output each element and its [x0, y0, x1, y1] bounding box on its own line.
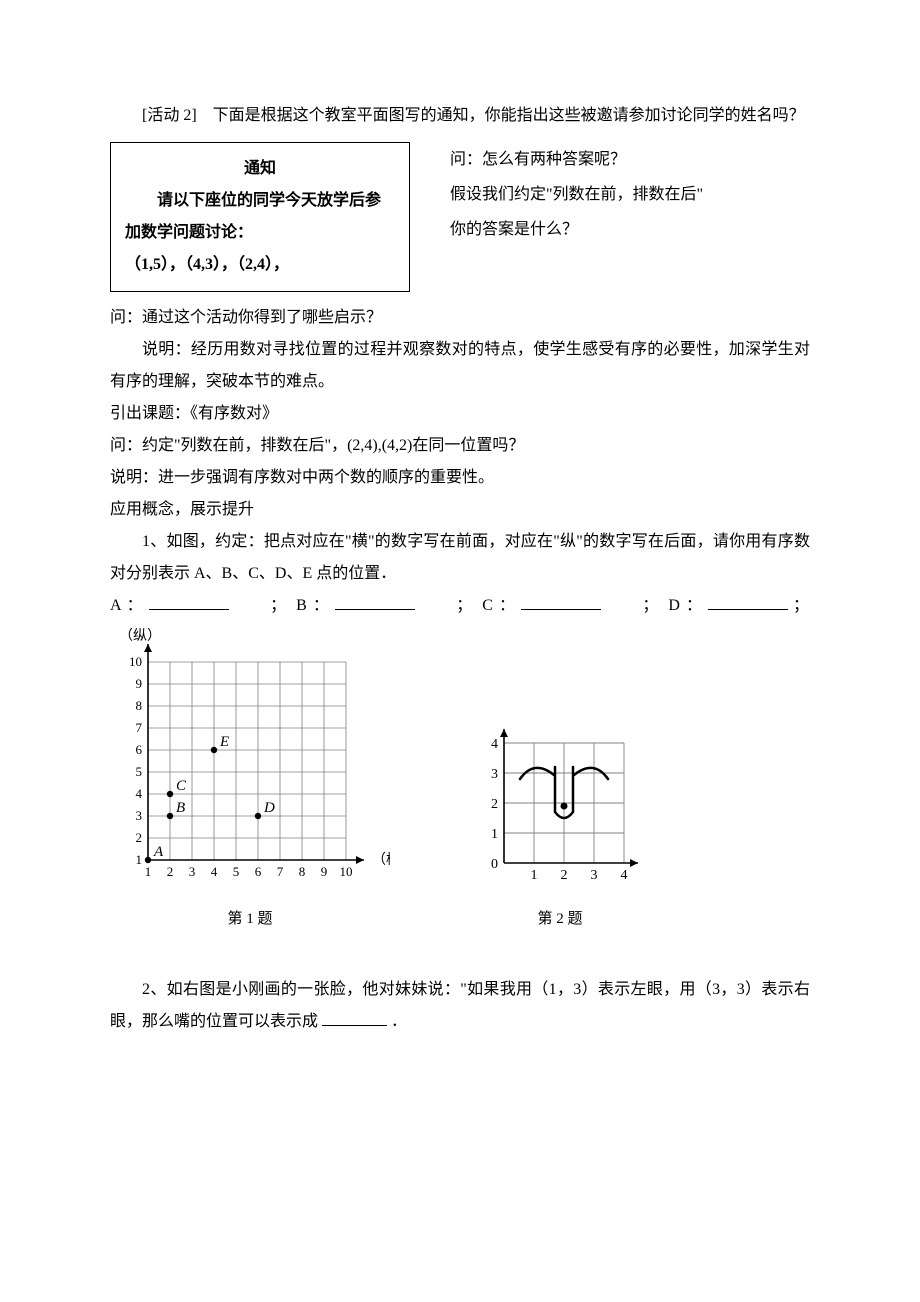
svg-text:1: 1 [145, 864, 152, 879]
svg-text:2: 2 [167, 864, 174, 879]
svg-text:2: 2 [136, 830, 143, 845]
svg-text:8: 8 [136, 698, 143, 713]
blank-mouth[interactable] [322, 1007, 387, 1026]
svg-text:1: 1 [136, 852, 143, 867]
figure1-caption: 第 1 题 [110, 904, 390, 934]
svg-text:2: 2 [561, 868, 568, 883]
notice-box: 通知 请以下座位的同学今天放学后参加数学问题讨论： （1,5），（4,3），（2… [110, 142, 410, 292]
exercise2-end: ． [391, 1013, 407, 1030]
svg-text:C: C [176, 778, 187, 794]
svg-text:10: 10 [129, 654, 142, 669]
notice-coords: （1,5），（4,3），（2,4）， [125, 249, 395, 281]
after-q2: 问：约定"列数在前，排数在后"，(2,4),(4,2)在同一位置吗？ [110, 430, 810, 462]
svg-text:7: 7 [136, 720, 143, 735]
notice-title: 通知 [125, 153, 395, 185]
blank-d[interactable] [708, 591, 788, 610]
blank-b[interactable] [335, 591, 415, 610]
label-c: ； C ： [456, 597, 516, 614]
svg-text:5: 5 [233, 864, 240, 879]
exercise2-body: 2、如右图是小刚画的一张脸，他对妹妹说："如果我用（1，3）表示左眼，用（3，3… [110, 981, 810, 1030]
svg-text:7: 7 [277, 864, 284, 879]
figure1-block: 1098765432112345678910（纵）（横）ABCDE 第 1 题 [110, 628, 390, 934]
exercise1-text: 1、如图，约定：把点对应在"横"的数字写在前面，对应在"纵"的数字写在后面，请你… [110, 526, 810, 590]
after-q: 问：通过这个活动你得到了哪些启示？ [110, 302, 810, 334]
figure2-caption: 第 2 题 [470, 904, 650, 934]
activity2-intro: [活动 2] 下面是根据这个教室平面图写的通知，你能指出这些被邀请参加讨论同学的… [110, 100, 810, 132]
svg-text:A: A [153, 844, 164, 860]
figure2-svg: 4 3 2 1 0 1 2 3 4 [470, 723, 650, 888]
lead-topic: 引出课题：《有序数对》 [110, 398, 810, 430]
svg-text:10: 10 [340, 864, 353, 879]
svg-text:E: E [219, 734, 229, 750]
svg-text:3: 3 [189, 864, 196, 879]
after-explain2: 说明：进一步强调有序数对中两个数的顺序的重要性。 [110, 462, 810, 494]
svg-text:D: D [263, 800, 275, 816]
figure1-svg: 1098765432112345678910（纵）（横）ABCDE [110, 628, 390, 888]
figures-row: 1098765432112345678910（纵）（横）ABCDE 第 1 题 … [110, 628, 810, 934]
blank-c[interactable] [521, 591, 601, 610]
svg-text:1: 1 [491, 827, 498, 842]
svg-text:9: 9 [321, 864, 328, 879]
after-explain: 说明：经历用数对寻找位置的过程并观察数对的特点，使学生感受有序的必要性，加深学生… [110, 334, 810, 398]
answer-row: A ： ； B ： ； C ： ； D ： ； [110, 590, 810, 622]
svg-text:3: 3 [136, 808, 143, 823]
exercise2-text: 2、如右图是小刚画的一张脸，他对妹妹说："如果我用（1，3）表示左眼，用（3，3… [110, 974, 810, 1038]
svg-text:6: 6 [255, 864, 262, 879]
blank-a[interactable] [149, 591, 229, 610]
svg-text:B: B [176, 800, 185, 816]
svg-text:5: 5 [136, 764, 143, 779]
svg-text:4: 4 [621, 868, 628, 883]
side-q1: 问：怎么有两种答案呢？ [450, 142, 810, 177]
label-d: ； D ： [642, 597, 703, 614]
notice-body: 请以下座位的同学今天放学后参加数学问题讨论： [125, 185, 395, 249]
svg-text:（横）: （横） [372, 852, 390, 868]
svg-text:2: 2 [491, 797, 498, 812]
svg-text:3: 3 [491, 767, 498, 782]
label-b: ； B ： [270, 597, 330, 614]
svg-text:4: 4 [491, 737, 498, 752]
concept-head: 应用概念，展示提升 [110, 494, 810, 526]
svg-text:4: 4 [211, 864, 218, 879]
label-end: ； [793, 597, 810, 614]
figure2-block: 4 3 2 1 0 1 2 3 4 第 2 题 [470, 723, 650, 934]
svg-text:8: 8 [299, 864, 306, 879]
side-questions: 问：怎么有两种答案呢？ 假设我们约定"列数在前，排数在后" 你的答案是什么？ [450, 142, 810, 248]
side-q3: 你的答案是什么？ [450, 212, 810, 247]
svg-text:（纵）: （纵） [119, 628, 161, 644]
svg-text:3: 3 [591, 868, 598, 883]
notice-row: 通知 请以下座位的同学今天放学后参加数学问题讨论： （1,5），（4,3），（2… [110, 142, 810, 292]
svg-text:0: 0 [491, 857, 498, 872]
side-q2: 假设我们约定"列数在前，排数在后" [450, 177, 810, 212]
svg-text:6: 6 [136, 742, 143, 757]
svg-text:4: 4 [136, 786, 143, 801]
svg-text:1: 1 [531, 868, 538, 883]
svg-text:9: 9 [136, 676, 143, 691]
label-a: A ： [110, 597, 144, 614]
